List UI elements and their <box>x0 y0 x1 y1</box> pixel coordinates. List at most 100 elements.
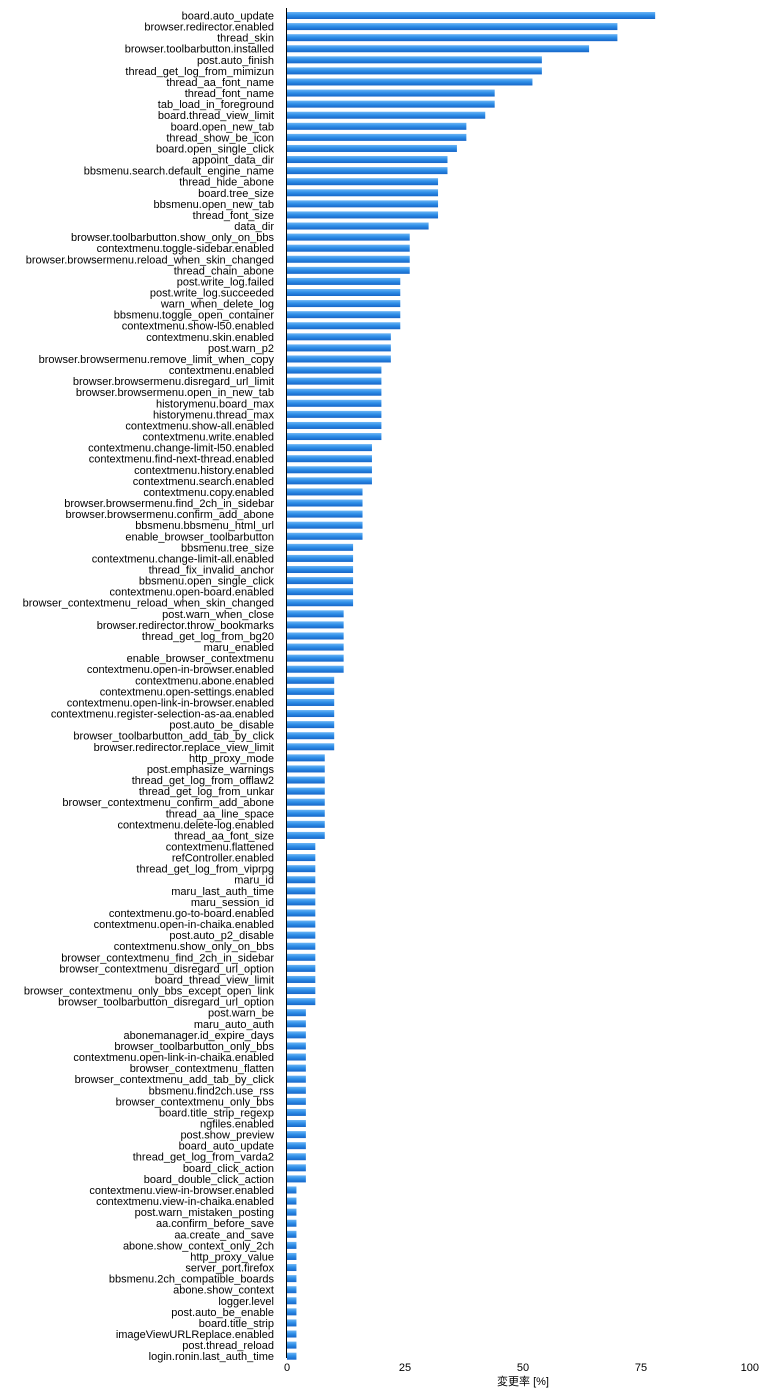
bar-80 <box>287 898 316 906</box>
bar-3 <box>287 45 590 53</box>
bar-19 <box>287 222 429 230</box>
bar-27 <box>287 311 401 319</box>
category-label-121: login.ronin.last_auth_time <box>149 1351 274 1363</box>
bar-49 <box>287 554 354 562</box>
category-label-26: warn_when_delete_log <box>160 299 274 311</box>
bar-11 <box>287 133 467 141</box>
bar-65 <box>287 732 335 740</box>
x-tick-label-3: 75 <box>635 1362 647 1374</box>
bar-79 <box>287 887 316 895</box>
category-label-105: board_double_click_action <box>144 1174 274 1186</box>
category-label-82: contextmenu.open-in-chaika.enabled <box>94 919 274 931</box>
category-label-16: board.tree_size <box>198 188 274 200</box>
category-labels-group: board.auto_updatebrowser.redirector.enab… <box>23 11 275 1364</box>
bar-99 <box>287 1108 306 1116</box>
category-label-87: board_thread_view_limit <box>155 974 274 986</box>
bar-120 <box>287 1341 297 1349</box>
bar-52 <box>287 588 354 596</box>
bar-38 <box>287 433 382 441</box>
bar-9 <box>287 111 486 119</box>
bar-1 <box>287 23 618 31</box>
bar-70 <box>287 787 325 795</box>
bar-37 <box>287 421 382 429</box>
bar-30 <box>287 344 391 352</box>
category-label-25: post.write_log.succeeded <box>150 288 274 300</box>
bar-109 <box>287 1219 297 1227</box>
category-label-21: contextmenu.toggle-sidebar.enabled <box>97 243 274 255</box>
bar-106 <box>287 1186 297 1194</box>
category-label-44: browser.browsermenu.find_2ch_in_sidebar <box>64 498 274 510</box>
bar-45 <box>287 510 363 518</box>
bar-100 <box>287 1120 306 1127</box>
x-tick-label-1: 25 <box>399 1362 411 1374</box>
bar-64 <box>287 721 335 729</box>
category-label-117: post.auto_be_enable <box>171 1307 274 1319</box>
category-label-85: browser_contextmenu_find_2ch_in_sidebar <box>61 952 274 964</box>
category-label-28: contextmenu.show-l50.enabled <box>122 321 274 333</box>
category-label-108: post.warn_mistaken_posting <box>135 1207 274 1219</box>
category-label-19: data_dir <box>234 221 274 233</box>
bar-8 <box>287 100 495 108</box>
category-label-41: contextmenu.history.enabled <box>134 465 274 477</box>
category-label-94: contextmenu.open-link-in-chaika.enabled <box>73 1052 274 1064</box>
category-label-6: thread_aa_font_name <box>166 77 274 89</box>
bar-17 <box>287 200 439 208</box>
category-label-47: enable_browser_toolbarbutton <box>125 531 274 543</box>
bar-67 <box>287 754 325 762</box>
bar-121 <box>287 1352 297 1360</box>
category-label-91: maru_auto_auth <box>194 1019 274 1031</box>
category-label-40: contextmenu.find-next-thread.enabled <box>89 454 274 466</box>
bar-96 <box>287 1075 306 1083</box>
category-label-60: contextmenu.abone.enabled <box>135 675 274 687</box>
bar-48 <box>287 543 354 551</box>
category-label-55: browser.redirector.throw_bookmarks <box>97 620 275 632</box>
category-label-10: board.open_new_tab <box>171 121 274 133</box>
category-label-13: appoint_data_dir <box>192 155 274 167</box>
bar-115 <box>287 1286 297 1294</box>
bar-47 <box>287 532 363 540</box>
bar-34 <box>287 388 382 396</box>
bar-103 <box>287 1153 306 1161</box>
category-label-100: ngfiles.enabled <box>200 1119 274 1131</box>
category-label-34: browser.browsermenu.open_in_new_tab <box>76 387 274 399</box>
bar-92 <box>287 1031 306 1039</box>
bar-81 <box>287 909 316 917</box>
bar-83 <box>287 931 316 939</box>
bar-54 <box>287 610 344 618</box>
category-label-90: post.warn_be <box>208 1008 274 1020</box>
bar-74 <box>287 831 325 839</box>
category-label-73: contextmenu.delete-log.enabled <box>117 819 274 831</box>
category-label-58: enable_browser_contextmenu <box>127 653 274 665</box>
bar-51 <box>287 577 354 585</box>
bar-90 <box>287 1009 306 1017</box>
bar-110 <box>287 1230 297 1238</box>
category-label-63: contextmenu.register-selection-as-aa.ena… <box>51 709 274 721</box>
bar-12 <box>287 144 457 152</box>
category-label-27: bbsmenu.toggle_open_container <box>114 310 275 322</box>
bar-35 <box>287 399 382 407</box>
category-label-102: board_auto_update <box>179 1141 274 1153</box>
category-label-37: contextmenu.show-all.enabled <box>125 420 274 432</box>
bar-5 <box>287 67 542 75</box>
category-label-43: contextmenu.copy.enabled <box>143 487 274 499</box>
bar-13 <box>287 156 448 164</box>
bar-78 <box>287 876 316 884</box>
bar-107 <box>287 1197 297 1205</box>
category-label-95: browser_contextmenu_flatten <box>130 1063 274 1075</box>
bar-114 <box>287 1275 297 1283</box>
category-label-106: contextmenu.view-in-browser.enabled <box>89 1185 274 1197</box>
bar-119 <box>287 1330 297 1338</box>
bar-2 <box>287 34 618 42</box>
bar-58 <box>287 654 344 662</box>
category-label-66: browser.redirector.replace_view_limit <box>94 742 274 754</box>
bar-61 <box>287 687 335 695</box>
bar-55 <box>287 621 344 629</box>
category-label-39: contextmenu.change-limit-l50.enabled <box>88 443 274 455</box>
category-label-24: post.write_log.failed <box>177 276 274 288</box>
bar-93 <box>287 1042 306 1050</box>
category-label-62: contextmenu.open-link-in-browser.enabled <box>67 697 274 709</box>
bar-59 <box>287 665 344 673</box>
category-label-36: historymenu.thread_max <box>153 409 275 421</box>
category-label-92: abonemanager.id_expire_days <box>124 1030 275 1042</box>
category-label-0: board.auto_update <box>182 11 274 23</box>
